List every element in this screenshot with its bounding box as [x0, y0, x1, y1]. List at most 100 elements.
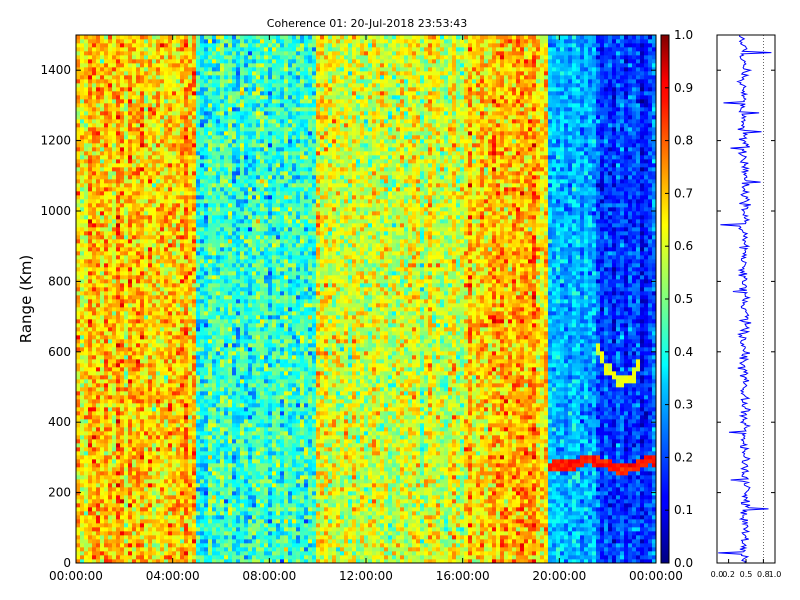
heatmap-cell — [144, 471, 149, 476]
heatmap-cell — [188, 411, 193, 416]
heatmap-cell — [224, 187, 229, 192]
heatmap-cell — [136, 147, 141, 152]
heatmap-cell — [156, 271, 161, 276]
heatmap-cell — [164, 299, 169, 304]
heatmap-cell — [132, 487, 137, 492]
heatmap-cell — [152, 403, 157, 408]
heatmap-cell — [156, 423, 161, 428]
heatmap-cell — [112, 391, 117, 396]
heatmap-cell — [204, 135, 209, 140]
heatmap-cell — [80, 279, 85, 284]
heatmap-cell — [116, 103, 121, 108]
heatmap-cell — [176, 139, 181, 144]
heatmap-cell — [180, 223, 185, 228]
heatmap-cell — [128, 299, 133, 304]
heatmap-cell — [200, 343, 205, 348]
heatmap-cell — [116, 435, 121, 440]
heatmap-cell — [164, 115, 169, 120]
heatmap-cell — [80, 179, 85, 184]
heatmap-cell — [92, 391, 97, 396]
heatmap-cell — [88, 51, 93, 56]
heatmap-cell — [144, 491, 149, 496]
heatmap-cell — [164, 367, 169, 372]
heatmap-cell — [208, 147, 213, 152]
heatmap-cell — [92, 79, 97, 84]
heatmap-cell — [104, 375, 109, 380]
heatmap-cell — [192, 255, 197, 260]
heatmap-cell — [200, 359, 205, 364]
heatmap-cell — [124, 39, 129, 44]
heatmap-cell — [116, 175, 121, 180]
heatmap-cell — [212, 327, 217, 332]
heatmap-cell — [124, 291, 129, 296]
heatmap-cell — [208, 455, 213, 460]
heatmap-cell — [224, 467, 229, 472]
heatmap-cell — [216, 251, 221, 256]
heatmap-cell — [160, 159, 165, 164]
heatmap-cell — [176, 303, 181, 308]
heatmap-cell — [160, 107, 165, 112]
heatmap-cell — [188, 439, 193, 444]
heatmap-cell — [144, 55, 149, 60]
heatmap-cell — [96, 459, 101, 464]
heatmap-cell — [116, 463, 121, 468]
heatmap-cell — [172, 359, 177, 364]
heatmap-cell — [184, 175, 189, 180]
heatmap-cell — [132, 507, 137, 512]
heatmap-cell — [160, 295, 165, 300]
heatmap-cell — [168, 271, 173, 276]
heatmap-cell — [76, 311, 81, 316]
heatmap-cell — [148, 103, 153, 108]
heatmap-cell — [204, 251, 209, 256]
heatmap-cell — [148, 247, 153, 252]
heatmap-cell — [208, 239, 213, 244]
heatmap-cell — [120, 255, 125, 260]
heatmap-cell — [196, 171, 201, 176]
heatmap-cell — [220, 363, 225, 368]
heatmap-cell — [192, 199, 197, 204]
heatmap-cell — [112, 155, 117, 160]
heatmap-cell — [108, 79, 113, 84]
heatmap-cell — [208, 363, 213, 368]
heatmap-cell — [192, 307, 197, 312]
chart-title: Coherence 01: 20-Jul-2018 23:53:43 — [267, 17, 467, 30]
heatmap-cell — [76, 523, 81, 528]
heatmap-cell — [132, 503, 137, 508]
heatmap-cell — [84, 303, 89, 308]
heatmap-cell — [180, 67, 185, 72]
heatmap-cell — [164, 439, 169, 444]
heatmap-cell — [116, 123, 121, 128]
heatmap-cell — [84, 103, 89, 108]
heatmap-cell — [208, 107, 213, 112]
heatmap-cell — [188, 355, 193, 360]
heatmap-cell — [216, 559, 221, 564]
heatmap-cell — [100, 323, 105, 328]
heatmap-cell — [200, 327, 205, 332]
heatmap-cell — [120, 211, 125, 216]
heatmap-cell — [124, 355, 129, 360]
heatmap-cell — [116, 507, 121, 512]
heatmap-cell — [76, 559, 81, 564]
heatmap-cell — [80, 211, 85, 216]
heatmap-cell — [152, 311, 157, 316]
heatmap-cell — [140, 167, 145, 172]
heatmap-cell — [192, 479, 197, 484]
heatmap-cell — [144, 559, 149, 564]
heatmap-cell — [88, 447, 93, 452]
heatmap-cell — [124, 143, 129, 148]
heatmap-cell — [164, 379, 169, 384]
heatmap-cell — [140, 395, 145, 400]
heatmap-cell — [96, 271, 101, 276]
heatmap-cell — [96, 403, 101, 408]
heatmap-cell — [108, 287, 113, 292]
heatmap-cell — [76, 495, 81, 500]
heatmap-cell — [124, 559, 129, 564]
heatmap-cell — [104, 519, 109, 524]
heatmap-cell — [144, 307, 149, 312]
heatmap-cell — [224, 455, 229, 460]
heatmap-cell — [108, 131, 113, 136]
heatmap-cell — [168, 103, 173, 108]
heatmap-cell — [192, 171, 197, 176]
heatmap-cell — [208, 475, 213, 480]
heatmap-cell — [200, 339, 205, 344]
